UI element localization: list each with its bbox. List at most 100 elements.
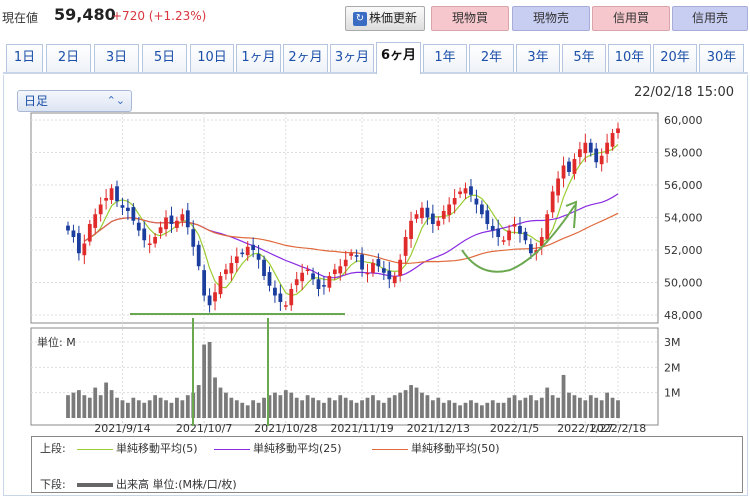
candle-body — [561, 165, 566, 179]
legend-ma5: 単純移動平均(5) — [77, 440, 198, 456]
candle-body — [115, 186, 119, 202]
candle-body — [175, 220, 179, 228]
candle-body — [387, 270, 392, 280]
volume-bar — [262, 397, 266, 418]
volume-bar — [561, 374, 566, 418]
candle-body — [87, 224, 92, 242]
candle-body — [414, 214, 419, 219]
margin-sell-button[interactable]: 信用売 — [672, 6, 748, 31]
tab-5d[interactable]: 5日 — [142, 44, 187, 72]
volume-bar — [185, 395, 190, 418]
volume-axis: 3M 2M 1M — [664, 336, 681, 400]
tab-1d[interactable]: 1日 — [6, 44, 43, 72]
volume-bar — [469, 400, 473, 418]
volume-bar — [490, 400, 495, 418]
timestamp: 22/02/18 15:00 — [634, 85, 734, 100]
candle-body — [224, 269, 228, 275]
tab-1m[interactable]: 1ヶ月 — [236, 44, 281, 72]
tab-10y[interactable]: 10年 — [608, 44, 651, 72]
price-tick-label: 48,000 — [664, 309, 703, 322]
tab-3m[interactable]: 3ヶ月 — [330, 44, 374, 72]
volume-bar — [66, 395, 70, 418]
candle-body — [490, 225, 495, 231]
quote-header: 現在値 59,480 +720 (+1.23%) ↻ 株価更新 現物買 現物売 信… — [0, 0, 750, 36]
volume-bar — [387, 397, 392, 418]
volume-bar — [164, 400, 168, 418]
update-price-button[interactable]: ↻ 株価更新 — [345, 6, 425, 31]
tab-10d[interactable]: 10日 — [190, 44, 234, 72]
candle-body — [550, 191, 555, 213]
volume-bar — [147, 400, 152, 418]
candle-body — [556, 178, 560, 196]
legend-ma50-label: 単純移動平均(50) — [411, 442, 500, 455]
price-tick-label: 56,000 — [664, 179, 703, 192]
tab-3y[interactable]: 3年 — [516, 44, 560, 72]
volume-bar — [158, 397, 163, 418]
volume-bar — [545, 387, 550, 418]
legend-lower-label: 下段: — [40, 478, 66, 491]
period-select[interactable]: 日足 ⌃⌄ — [17, 90, 132, 112]
ma5-line — [83, 143, 619, 297]
price-tick-label: 60,000 — [664, 114, 703, 127]
legend-ma25: 単純移動平均(25) — [214, 440, 342, 456]
update-price-label: 株価更新 — [368, 11, 417, 25]
spot-sell-button[interactable]: 現物売 — [512, 6, 590, 31]
volume-bar — [474, 402, 479, 418]
legend-ma5-label: 単純移動平均(5) — [116, 442, 198, 455]
candle-body — [512, 224, 517, 227]
volume-bar — [294, 397, 299, 418]
tab-20y[interactable]: 20年 — [653, 44, 697, 72]
volume-bar — [365, 397, 370, 418]
volume-unit-label: 単位: M — [37, 335, 76, 349]
candle-body — [605, 142, 609, 154]
volume-bar — [115, 397, 119, 418]
chart-legend: 上段: 単純移動平均(5) 単純移動平均(25) 単純移動平均(50) 下段: … — [31, 436, 743, 493]
candles — [66, 122, 620, 313]
candle-body — [262, 259, 266, 276]
volume-bar — [479, 405, 484, 418]
chevron-updown-icon: ⌃⌄ — [106, 94, 125, 107]
candle-body — [485, 210, 490, 224]
volume-bar — [436, 397, 441, 418]
candle-body — [594, 148, 599, 163]
candle-body — [278, 293, 283, 302]
tab-6m[interactable]: 6ヶ月 — [376, 42, 421, 74]
volume-swatch — [77, 483, 113, 487]
candle-body — [365, 272, 370, 275]
date-tick-label: 2021/12/13 — [407, 422, 470, 435]
candle-body — [539, 237, 544, 247]
volume-bar — [175, 397, 179, 418]
volume-bar — [534, 400, 539, 418]
candle-body — [267, 272, 272, 286]
ma25-swatch — [214, 448, 250, 450]
price-tick-label: 54,000 — [664, 212, 703, 225]
margin-buy-button[interactable]: 信用買 — [592, 6, 670, 31]
volume-bar — [610, 397, 615, 418]
candle-body — [447, 204, 452, 215]
date-tick-label: 2022/2/18 — [590, 422, 646, 435]
candle-body — [420, 207, 424, 219]
candle-body — [583, 142, 588, 154]
volume-bar — [430, 400, 435, 418]
tab-2y[interactable]: 2年 — [469, 44, 514, 72]
rebound-arrow — [461, 204, 576, 273]
volume-bar — [180, 400, 185, 418]
tab-30y[interactable]: 30年 — [699, 44, 744, 72]
volume-bar — [458, 405, 462, 418]
tab-2d[interactable]: 2日 — [46, 44, 91, 72]
candle-body — [523, 231, 528, 241]
volume-bar — [207, 342, 212, 418]
volume-bar — [371, 395, 375, 418]
volume-bar — [322, 402, 326, 418]
tab-3d[interactable]: 3日 — [94, 44, 139, 72]
tab-1y[interactable]: 1年 — [423, 44, 467, 72]
candle-body — [191, 229, 196, 247]
volume-bar — [507, 397, 511, 418]
tab-2m[interactable]: 2ヶ月 — [283, 44, 328, 72]
spot-buy-button[interactable]: 現物買 — [431, 6, 509, 31]
candle-body — [474, 198, 479, 205]
tab-5y[interactable]: 5年 — [562, 44, 606, 72]
candle-body — [71, 230, 76, 237]
volume-bar — [485, 402, 490, 418]
